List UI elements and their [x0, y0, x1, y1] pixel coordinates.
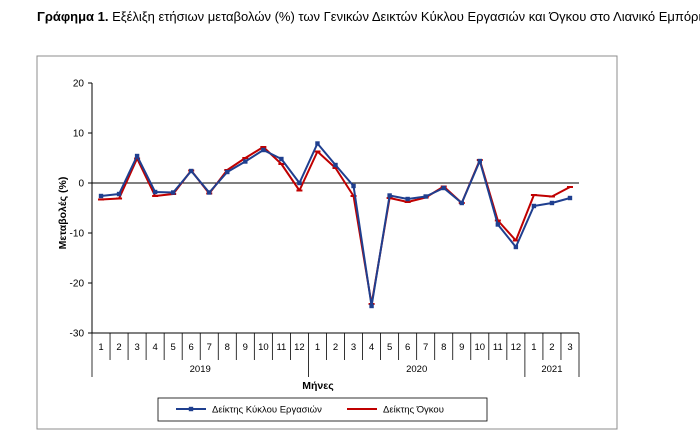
data-point	[152, 189, 158, 195]
x-tick-label: 7	[207, 342, 212, 353]
x-tick-label: 2	[333, 342, 338, 353]
data-point	[405, 196, 410, 202]
x-tick-label: 12	[294, 342, 305, 353]
x-tick-label: 5	[171, 342, 176, 353]
x-tick-label: 12	[511, 342, 522, 353]
y-tick-label: -20	[70, 279, 85, 290]
chart-caption: Γράφημα 1. Εξέλιξη ετήσιων μεταβολών (%)…	[37, 9, 700, 24]
data-point	[261, 147, 266, 153]
legend-marker	[188, 406, 194, 412]
x-tick-label: 10	[475, 342, 486, 353]
x-tick-label: 1	[315, 342, 320, 353]
series-2	[98, 146, 573, 305]
x-tick-label: 4	[369, 342, 374, 353]
data-point	[549, 200, 555, 206]
legend-item: Δείκτης Κύκλου Εργασιών	[176, 405, 322, 416]
x-tick-label: 1	[531, 342, 536, 353]
x-tick-label: 8	[441, 342, 446, 353]
data-point	[315, 141, 320, 146]
data-point	[333, 162, 338, 168]
series-layer	[98, 141, 573, 309]
x-tick-label: 2	[116, 342, 121, 353]
x-tick-label: 3	[134, 342, 139, 353]
x-tick-label: 6	[405, 342, 410, 353]
y-tick-label: 0	[78, 179, 84, 190]
data-point	[207, 190, 212, 195]
x-tick-label: 7	[423, 342, 428, 353]
x-tick-label: 2	[549, 342, 554, 353]
data-point	[116, 191, 122, 197]
x-tick-label: 6	[189, 342, 194, 353]
data-point	[477, 158, 482, 164]
year-label: 2020	[406, 364, 427, 375]
year-label: 2019	[190, 364, 211, 375]
x-tick-label: 4	[152, 342, 157, 353]
x-tick-label: 8	[225, 342, 230, 353]
x-tick-label: 11	[493, 342, 503, 353]
legend-label: Δείκτης Κύκλου Εργασιών	[212, 405, 322, 416]
data-point	[369, 303, 374, 309]
x-tick-label: 11	[276, 342, 286, 353]
y-tick-label: 10	[73, 129, 85, 140]
data-point	[243, 159, 248, 164]
data-point	[441, 185, 446, 191]
data-point	[513, 244, 519, 250]
data-point	[279, 156, 284, 162]
data-point	[495, 222, 501, 227]
x-tick-label: 10	[258, 342, 269, 353]
data-point	[98, 193, 104, 199]
chart-frame	[36, 55, 618, 430]
data-point	[459, 200, 464, 206]
x-tick-label: 3	[567, 342, 572, 353]
legend-box	[157, 397, 488, 422]
data-point	[297, 180, 302, 186]
year-label: 2021	[541, 364, 562, 375]
legend-label: Δείκτης Όγκου	[383, 405, 444, 416]
legend: Δείκτης Κύκλου Εργασιών Δείκτης Όγκου	[176, 405, 444, 416]
data-point	[423, 194, 428, 199]
data-point	[134, 153, 140, 159]
x-tick-label: 3	[351, 342, 356, 353]
caption-label: Γράφημα 1.	[37, 9, 109, 24]
x-tick-label: 5	[387, 342, 392, 353]
y-tick-label: 20	[73, 79, 85, 90]
x-tick-label: 9	[459, 342, 464, 353]
data-point	[567, 195, 573, 201]
y-axis-label: Μεταβολές (%)	[57, 177, 69, 250]
x-tick-label: 9	[243, 342, 248, 353]
legend-item: Δείκτης Όγκου	[347, 405, 444, 416]
data-point	[189, 168, 194, 174]
data-point	[531, 203, 537, 209]
y-tick-label: -30	[70, 329, 85, 340]
x-axis-label: Μήνες	[302, 380, 334, 392]
x-tick-label: 1	[98, 342, 103, 353]
data-point	[351, 183, 356, 189]
y-tick-label: -10	[70, 229, 85, 240]
series-1	[98, 141, 573, 309]
data-point	[225, 169, 230, 175]
data-point	[170, 190, 176, 195]
data-point	[387, 193, 392, 198]
caption-text: Εξέλιξη ετήσιων μεταβολών (%) των Γενικώ…	[112, 9, 700, 24]
